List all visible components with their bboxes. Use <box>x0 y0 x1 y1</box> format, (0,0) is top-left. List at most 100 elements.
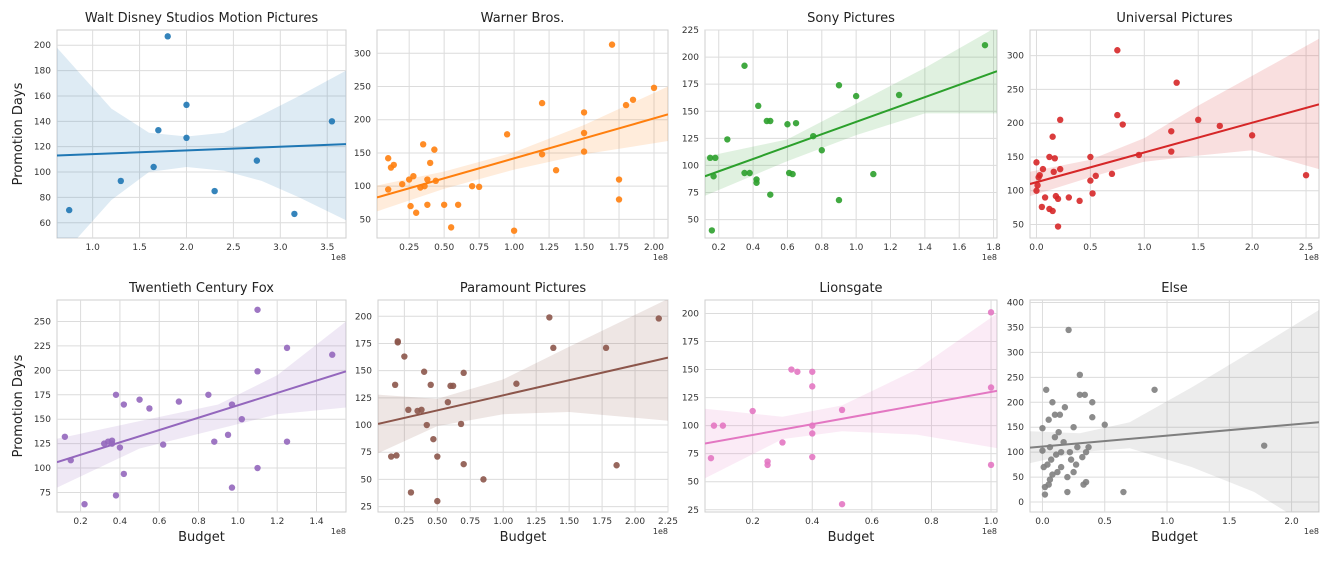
data-point <box>987 461 995 469</box>
y-tick-label: 200 <box>355 312 372 322</box>
data-point <box>164 33 171 40</box>
data-point <box>1056 116 1064 124</box>
y-tick-label: 125 <box>34 440 51 450</box>
data-point <box>510 227 518 234</box>
confidence-band <box>378 300 668 454</box>
panel-title: Paramount Pictures <box>460 281 587 296</box>
x-tick-label: 1.8 <box>986 243 1001 253</box>
y-tick-label: 125 <box>682 134 699 144</box>
data-point <box>981 41 989 49</box>
data-point <box>434 497 441 505</box>
data-point <box>291 210 298 218</box>
data-point <box>81 500 88 508</box>
data-point <box>419 141 427 148</box>
data-point <box>401 353 408 360</box>
data-point <box>228 484 236 491</box>
x-tick-label: 1.2 <box>270 517 284 527</box>
data-point <box>460 369 467 377</box>
panel-walt-disney: 1.0 1.5 2.0 2.5 3.0 3.5 60 80 100 120 140 160 180 200… <box>11 11 347 262</box>
data-point <box>283 344 291 352</box>
data-point <box>136 396 143 403</box>
x-tick-label: 2.00 <box>625 517 645 527</box>
data-point <box>65 206 73 214</box>
data-point <box>580 129 588 137</box>
y-tick-label: 50 <box>688 216 700 226</box>
plot-area <box>377 299 669 513</box>
y-tick-label: 75 <box>688 450 699 460</box>
data-point <box>384 186 392 193</box>
data-point <box>1085 443 1092 451</box>
data-point <box>789 170 796 178</box>
x-tick-label: 1.5 <box>1222 517 1236 527</box>
data-point <box>329 351 336 358</box>
data-point <box>1045 416 1052 423</box>
y-tick-label: 150 <box>682 107 699 117</box>
data-point <box>746 169 753 177</box>
x-tick-label: 1.5 <box>132 243 146 253</box>
y-tick-label: 200 <box>34 41 51 51</box>
data-point <box>454 201 462 208</box>
y-tick-label: 160 <box>34 92 51 102</box>
data-point <box>1047 456 1055 463</box>
x-tick-label: 2.00 <box>644 243 664 253</box>
y-tick-label: 200 <box>1007 398 1024 408</box>
x-tick-label: 1.0 <box>85 243 100 253</box>
data-point <box>421 182 428 190</box>
y-tick-label: 100 <box>682 422 699 432</box>
data-point <box>480 476 487 483</box>
data-point <box>211 438 218 445</box>
data-point <box>724 136 731 143</box>
data-point <box>1052 451 1060 458</box>
y-tick-label: 75 <box>688 189 699 199</box>
y-tick-label: 300 <box>1007 348 1024 358</box>
data-point <box>449 382 457 390</box>
data-point <box>253 157 261 164</box>
data-point <box>1089 414 1096 421</box>
data-point <box>784 121 791 128</box>
x-tick-label: 0.25 <box>399 243 419 253</box>
data-point <box>1046 153 1053 161</box>
data-point <box>1045 481 1052 488</box>
y-tick-label: 150 <box>354 149 371 159</box>
data-point <box>1081 391 1089 398</box>
data-point <box>1033 159 1040 166</box>
data-point <box>1065 326 1072 334</box>
data-point <box>1056 165 1064 173</box>
data-point <box>1195 116 1202 124</box>
data-point <box>254 464 261 472</box>
data-point <box>440 201 448 208</box>
x-tick-label: 1.0 <box>984 517 999 527</box>
data-point <box>1046 476 1054 483</box>
y-tick-label: 175 <box>355 339 372 349</box>
data-point <box>407 202 414 210</box>
data-point <box>788 366 795 373</box>
data-point <box>420 368 428 375</box>
y-tick-label: 50 <box>1013 473 1025 483</box>
x-tick-label: 2.5 <box>226 243 240 253</box>
panel-title: Else <box>1161 281 1188 296</box>
data-point <box>741 62 748 69</box>
x-tick-label: 3.5 <box>320 243 334 253</box>
data-point <box>1076 371 1084 379</box>
data-point <box>538 151 546 158</box>
data-point <box>838 406 846 414</box>
panel-universal-pictures: 0.0 0.5 1.0 1.5 2.0 2.5 50 100 150 200 250 300 Unive… <box>1007 11 1320 262</box>
data-point <box>155 126 162 134</box>
y-tick-label: 100 <box>34 464 51 474</box>
data-point <box>1089 190 1096 197</box>
y-tick-label: 100 <box>355 421 372 431</box>
data-point <box>1119 121 1126 128</box>
x-axis-label: Budget <box>500 530 547 545</box>
data-point <box>792 119 800 127</box>
data-point <box>546 314 553 321</box>
data-point <box>391 381 399 388</box>
data-point <box>708 227 716 234</box>
data-point <box>412 209 420 216</box>
data-point <box>719 422 727 429</box>
x-tick-label: 1.6 <box>952 243 967 253</box>
data-point <box>447 224 455 231</box>
x-tick-label: 1.2 <box>883 243 897 253</box>
data-point <box>254 368 261 375</box>
x-tick-label: 0.5 <box>1083 243 1097 253</box>
y-tick-label: 100 <box>1007 448 1024 458</box>
